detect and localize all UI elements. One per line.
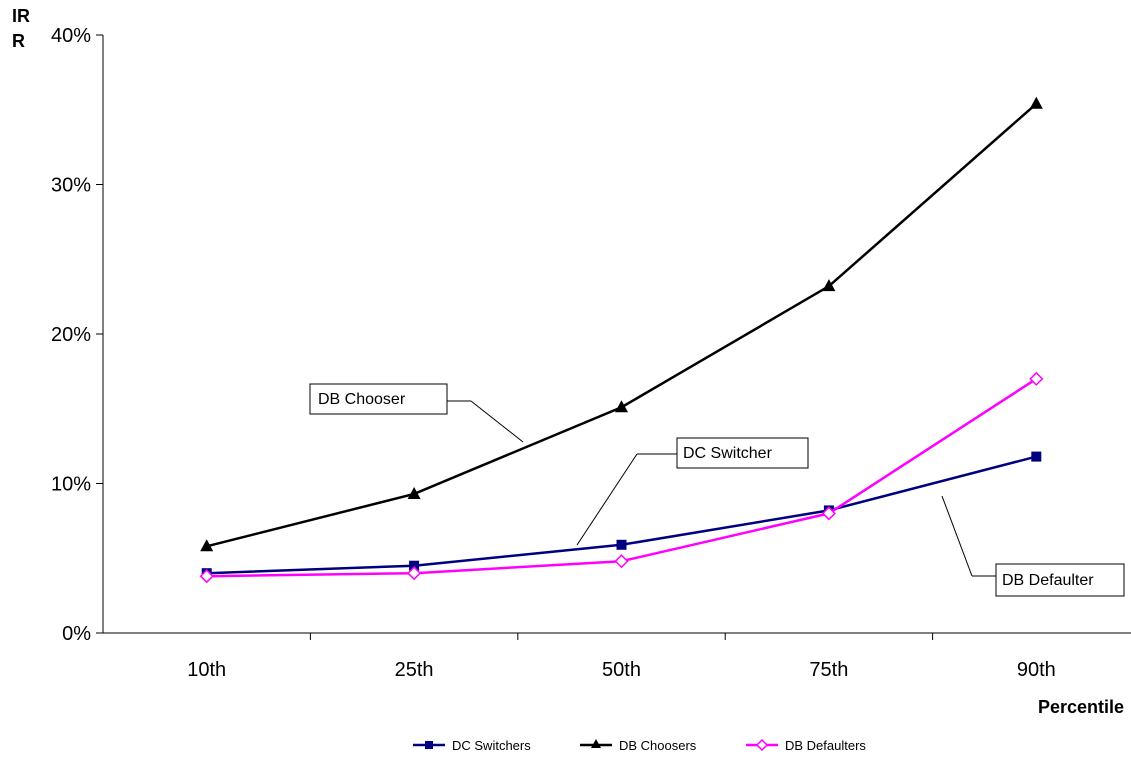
x-tick-label: 75th xyxy=(809,659,848,681)
callout-label-db-defaulter: DB Defaulter xyxy=(1002,572,1094,589)
series-db-choosers xyxy=(200,96,1043,552)
data-point-db-choosers xyxy=(407,486,421,499)
y-axis-title-line-2: R xyxy=(12,31,25,51)
y-axis-ticks: 0% 10% 20% 30% 40% xyxy=(51,25,103,645)
data-point-db-defaulters xyxy=(614,554,629,569)
x-axis-title: Percentile xyxy=(1038,697,1124,717)
legend-marker-db-defaulters xyxy=(755,738,769,752)
y-tick-label: 20% xyxy=(51,324,91,346)
callout-db-defaulter: DB Defaulter xyxy=(941,495,1125,597)
callout-label-db-chooser: DB Chooser xyxy=(318,391,406,408)
data-point-dc-switchers xyxy=(409,560,420,571)
data-point-db-defaulters xyxy=(199,569,214,584)
legend-marker-db-choosers xyxy=(591,739,601,748)
legend-label-dc-switchers: DC Switchers xyxy=(452,738,531,753)
legend-marker-dc-switchers xyxy=(425,741,433,749)
callout-box-db-chooser xyxy=(309,383,448,415)
x-tick-label: 25th xyxy=(395,659,434,681)
callout-leader-db-defaulter-2 xyxy=(941,495,973,577)
x-tick-label: 50th xyxy=(602,659,641,681)
data-point-db-defaulters xyxy=(1029,371,1044,386)
legend-item-db-choosers: DB Choosers xyxy=(580,738,697,753)
legend-item-dc-switchers: DC Switchers xyxy=(413,738,531,753)
data-point-db-choosers xyxy=(822,279,836,292)
series-db-defaulters xyxy=(199,371,1044,584)
data-point-db-defaulters xyxy=(821,506,836,521)
data-point-db-choosers xyxy=(200,539,214,552)
legend-item-db-defaulters: DB Defaulters xyxy=(746,738,866,753)
legend-label-db-defaulters: DB Defaulters xyxy=(785,738,866,753)
callout-leader-db-chooser-2 xyxy=(470,400,524,443)
callout-leader-dc-switcher-2 xyxy=(576,453,638,546)
legend-label-db-choosers: DB Choosers xyxy=(619,738,697,753)
data-point-db-choosers xyxy=(1029,96,1043,109)
data-point-db-choosers xyxy=(615,400,628,413)
callout-box-db-defaulter xyxy=(995,563,1125,597)
data-point-db-defaulters xyxy=(407,566,422,581)
y-tick-label: 40% xyxy=(51,25,91,47)
x-axis-ticks: 10th 25th 50th 75th 90th xyxy=(187,633,1056,681)
y-tick-label: 10% xyxy=(51,474,91,496)
y-axis-title-line-1: IR xyxy=(12,6,30,26)
callout-dc-switcher: DC Switcher xyxy=(576,437,809,546)
series-line-db-choosers xyxy=(206,102,1038,548)
callout-db-chooser: DB Chooser xyxy=(309,383,524,443)
x-tick-label: 10th xyxy=(187,659,226,681)
data-point-dc-switchers xyxy=(616,539,627,550)
y-tick-label: 0% xyxy=(62,623,91,645)
series-layer xyxy=(199,96,1044,584)
callout-box-dc-switcher xyxy=(676,437,809,469)
callout-label-dc-switcher: DC Switcher xyxy=(683,445,773,462)
y-tick-label: 30% xyxy=(51,175,91,197)
legend: DC Switchers DB Choosers DB Defaulters xyxy=(413,738,866,753)
data-point-dc-switchers xyxy=(1031,451,1042,462)
x-tick-label: 90th xyxy=(1017,659,1056,681)
